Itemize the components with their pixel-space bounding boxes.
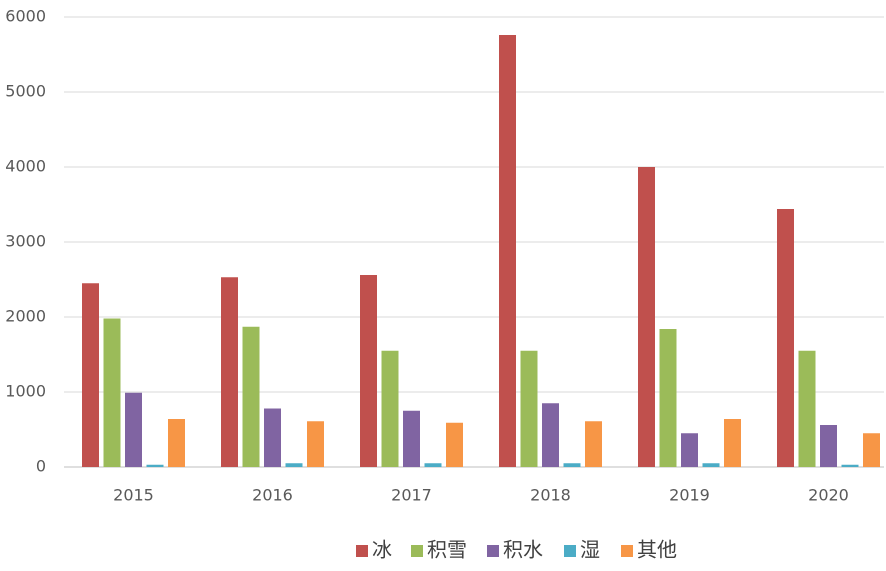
bar <box>702 463 720 467</box>
bar <box>659 329 677 467</box>
y-tick-label: 3000 <box>5 232 46 251</box>
bar <box>360 275 377 467</box>
y-tick-label: 1000 <box>5 382 46 401</box>
legend-swatch <box>411 545 423 557</box>
bar <box>242 326 260 467</box>
y-tick-label: 5000 <box>5 82 46 101</box>
bar <box>285 463 303 467</box>
y-tick-label: 0 <box>36 457 46 476</box>
bar <box>777 209 794 467</box>
bar <box>403 410 420 467</box>
x-tick-label: 2020 <box>808 486 849 505</box>
legend-swatch <box>564 545 576 557</box>
x-tick-label: 2016 <box>252 486 293 505</box>
bar <box>841 464 859 467</box>
legend-swatch <box>621 545 633 557</box>
y-tick-label: 6000 <box>5 7 46 26</box>
bar <box>563 463 581 467</box>
bar <box>381 350 399 467</box>
bar <box>638 167 655 467</box>
bar <box>585 421 602 467</box>
bar <box>820 425 837 467</box>
y-tick-label: 4000 <box>5 157 46 176</box>
bar <box>125 392 142 467</box>
bar <box>146 464 164 467</box>
bar <box>499 35 516 467</box>
legend-label: 积水 <box>503 538 543 562</box>
bar <box>221 277 238 467</box>
x-tick-label: 2015 <box>113 486 154 505</box>
bar <box>798 350 816 467</box>
bar <box>264 408 281 467</box>
bar <box>724 419 741 467</box>
bar <box>82 283 99 467</box>
bar <box>446 422 463 467</box>
bar <box>103 318 121 467</box>
legend-label: 积雪 <box>427 538 467 562</box>
legend-label: 湿 <box>580 538 600 562</box>
legend-label: 冰 <box>372 538 392 562</box>
bar <box>168 419 185 467</box>
bar <box>520 350 538 467</box>
bar <box>863 433 880 467</box>
y-tick-label: 2000 <box>5 307 46 326</box>
bar <box>542 403 559 467</box>
x-tick-label: 2018 <box>530 486 571 505</box>
bar <box>424 463 442 467</box>
x-tick-label: 2017 <box>391 486 432 505</box>
legend-label: 其他 <box>637 538 677 562</box>
legend-swatch <box>356 545 368 557</box>
bar <box>681 433 698 467</box>
legend-swatch <box>487 545 499 557</box>
bar <box>307 421 324 467</box>
x-tick-label: 2019 <box>669 486 710 505</box>
